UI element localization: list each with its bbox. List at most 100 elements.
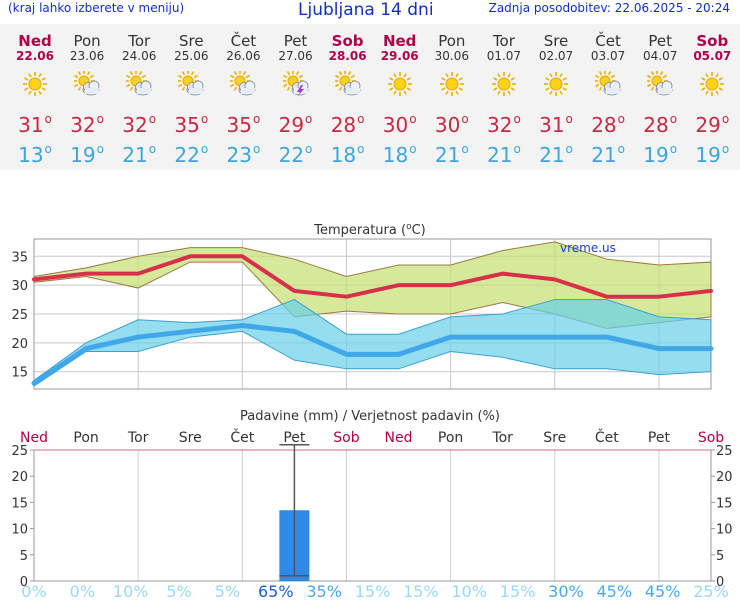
sun-ray: [178, 74, 183, 79]
temp-max-value: 30: [382, 113, 409, 137]
day-name: Pet: [283, 32, 308, 50]
x-day-label: Ned: [20, 430, 48, 446]
degree-sign: o: [200, 112, 209, 126]
sun-ray: [41, 77, 46, 81]
day-date: 03.07: [590, 49, 626, 63]
day-date: 28.06: [328, 49, 367, 63]
sun-disc: [445, 77, 459, 91]
temp-min-value: 19: [643, 143, 669, 167]
y-tick-label-left: 15: [11, 496, 28, 511]
probability-label: 45%: [645, 582, 681, 600]
x-day-label: Ned: [385, 430, 413, 446]
last-updated: Zadnja posodobitev: 22.06.2025 - 20:24: [488, 1, 730, 15]
day-date: 05.07: [693, 49, 732, 63]
x-day-label: Tor: [491, 430, 513, 446]
max-temp-line-point: [293, 290, 295, 292]
sun-ray: [610, 74, 616, 79]
day-date: 30.06: [434, 49, 469, 63]
x-day-label: Pet: [648, 430, 671, 446]
page-title: Ljubljana 14 dni: [298, 0, 434, 20]
sun-ray: [28, 73, 32, 78]
sun-cloud-icon: [126, 71, 152, 96]
day-column: Tor 24.06 32o 21o: [113, 24, 165, 170]
degree-sign: o: [513, 142, 521, 156]
cloud-fill: [345, 88, 360, 94]
min-range-band: [33, 299, 712, 388]
day-name: Čet: [230, 32, 257, 50]
temp-max: 30o: [374, 112, 426, 137]
sun-ray: [392, 90, 397, 95]
degree-sign: o: [461, 142, 469, 156]
temp-max: 29o: [270, 112, 322, 137]
sun-ray: [458, 87, 463, 91]
menu-hint[interactable]: (kraj lahko izberete v meniju): [8, 1, 185, 15]
probability-label: 15%: [403, 582, 439, 600]
day-column: Ned 29.06 30o 18o: [374, 24, 426, 170]
sun-icon: [491, 72, 516, 96]
probability-label: 15%: [500, 582, 536, 600]
sun-ray: [295, 71, 299, 76]
day-column: Ned 22.06 31o 13o: [9, 24, 61, 170]
degree-sign: o: [148, 112, 157, 126]
x-day-label: Sob: [333, 430, 359, 446]
sun-ray: [598, 71, 603, 76]
temp-min-value: 18: [330, 143, 357, 167]
cloud-fill: [85, 88, 100, 94]
cloud-shape: [134, 80, 152, 96]
sun-ray: [497, 73, 501, 78]
day-name: Sob: [331, 32, 364, 50]
x-day-label: Pet: [283, 430, 306, 446]
day-name: Tor: [492, 32, 515, 50]
day-name: Ned: [382, 32, 417, 50]
degree-sign: o: [513, 112, 521, 126]
sun-ray: [455, 90, 459, 95]
temp-max-value: 35: [226, 113, 252, 137]
max-temp-line: [32, 254, 713, 299]
degree-sign: o: [721, 142, 730, 156]
sun-ray: [24, 87, 29, 91]
header: (kraj lahko izberete v meniju) Ljubljana…: [0, 0, 740, 20]
day-name: Sob: [696, 32, 729, 50]
cloud-shape: [603, 80, 621, 96]
sun-ray: [230, 74, 235, 79]
x-day-label: Sob: [698, 430, 724, 446]
max-temp-line-point: [137, 273, 139, 275]
day-column: Tor 01.07 32o 21o: [478, 24, 530, 170]
sun-ray: [493, 77, 498, 81]
max-temp-line-point: [398, 284, 400, 286]
sun-ray: [701, 87, 706, 91]
sun-ray: [74, 74, 79, 79]
temperature-chart: Temperatura (oC) 15 20 25 30 35 vreme.us: [11, 222, 714, 390]
probability-label: 65%: [258, 582, 294, 600]
sun-ray: [507, 73, 511, 78]
sun-ray: [595, 83, 600, 88]
day-column: Pon 23.06 32o 19o: [61, 24, 113, 170]
sun-ray: [701, 77, 706, 81]
sun-shape: [387, 72, 412, 96]
min-temp-line-point: [189, 330, 191, 332]
sun-ray: [455, 73, 459, 78]
cloud-fill: [137, 88, 152, 94]
y-tick-label-right: 25: [716, 444, 733, 459]
sun-ray: [24, 77, 29, 81]
sun-ray: [406, 87, 411, 91]
min-temp-line-point: [658, 348, 660, 350]
sun-ray: [715, 73, 719, 78]
day-date: 22.06: [16, 49, 54, 63]
sun-disc: [497, 77, 511, 91]
sun-ray: [545, 87, 550, 91]
cloud-fill: [241, 88, 256, 94]
sun-ray: [718, 87, 724, 91]
temp-max-value: 35: [174, 113, 200, 137]
sun-disc: [549, 77, 563, 91]
temp-min-value: 13: [18, 143, 44, 167]
sun-ray: [493, 87, 498, 91]
probability-label: 15%: [355, 582, 391, 600]
sun-cloud-icon: [334, 71, 360, 96]
y-tick-label: 30: [11, 279, 28, 294]
sun-ray: [402, 90, 407, 95]
sun-ray: [559, 90, 563, 95]
sun-ray: [347, 71, 351, 76]
probability-label: 0%: [21, 582, 46, 600]
min-temp-line-point: [398, 353, 400, 355]
